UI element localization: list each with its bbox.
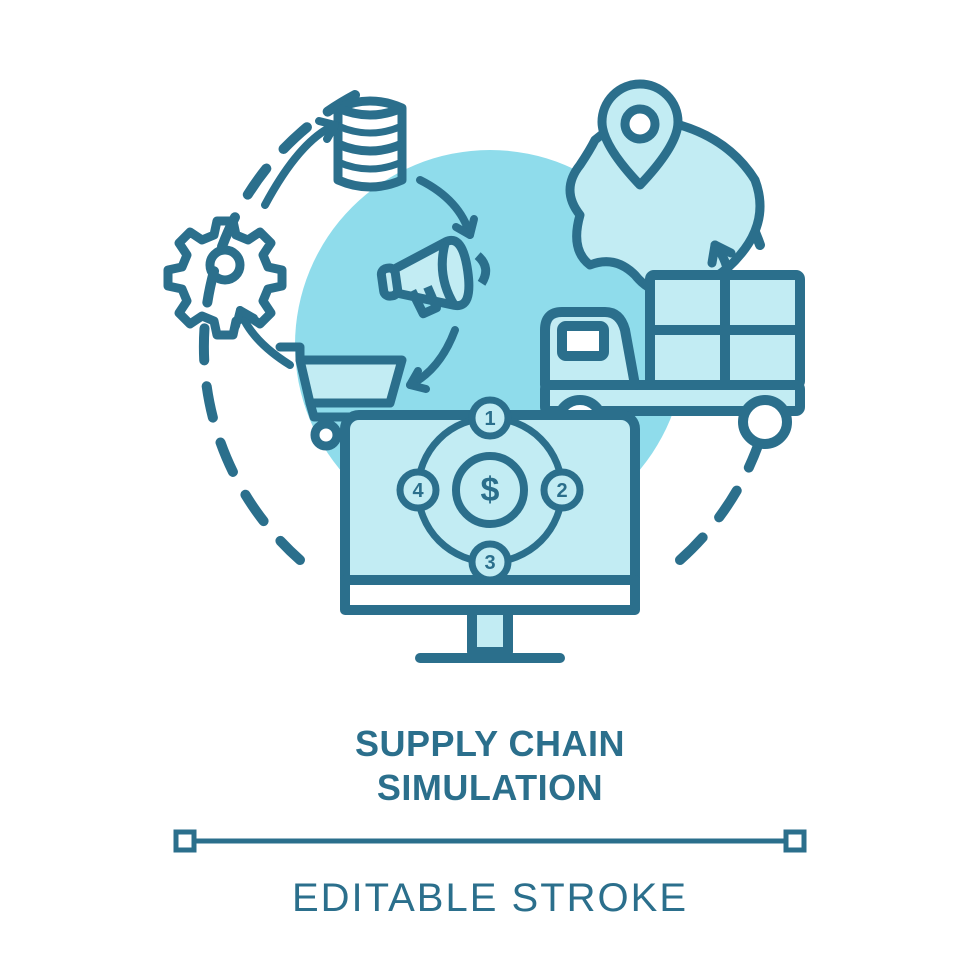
cycle-node-2: 2 (556, 480, 567, 502)
title-line-1: SUPPLY CHAIN (0, 722, 980, 766)
infographic-canvas: $ 1 2 3 4 (0, 0, 980, 980)
cycle-node-1: 1 (484, 408, 495, 430)
illustration: $ 1 2 3 4 (0, 0, 980, 700)
barrel-icon (338, 101, 402, 187)
divider (0, 826, 980, 856)
monitor-icon (345, 415, 635, 658)
subtitle: EDITABLE STROKE (0, 876, 980, 921)
dollar-glyph: $ (481, 471, 500, 509)
title: SUPPLY CHAIN SIMULATION (0, 722, 980, 810)
cycle-node-3: 3 (484, 552, 495, 574)
cycle-node-4: 4 (412, 480, 424, 502)
title-line-2: SIMULATION (0, 766, 980, 810)
